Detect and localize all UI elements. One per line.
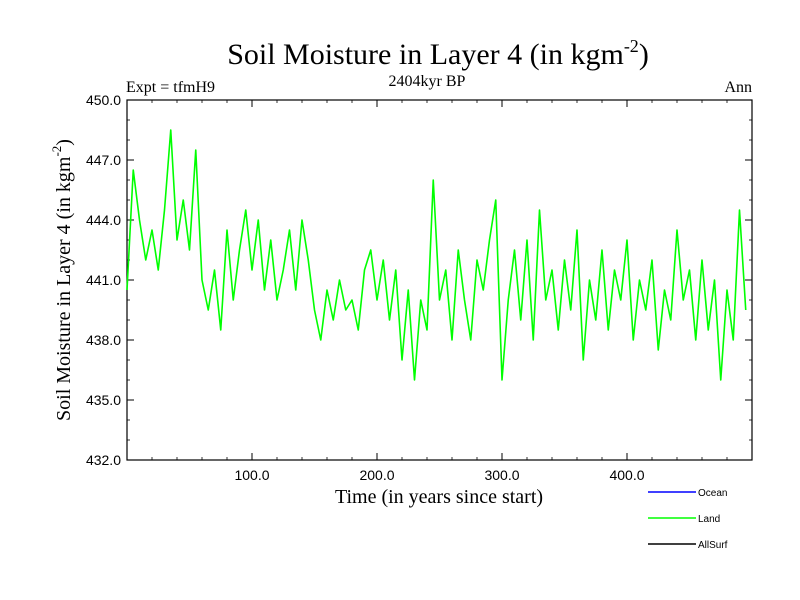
period-label: 2404kyr BP: [389, 73, 466, 90]
legend-label-land: Land: [698, 514, 720, 525]
y-tick-label: 435.0: [86, 392, 121, 408]
y-tick-label: 432.0: [86, 452, 121, 468]
x-axis: 100.0 200.0 300.0 400.0: [151, 100, 728, 483]
experiment-label: Expt = tfmH9: [126, 79, 215, 96]
y-tick-label: 450.0: [86, 92, 121, 108]
legend-label-ocean: Ocean: [698, 488, 727, 499]
legend-label-allsurf: AllSurf: [698, 540, 728, 551]
x-tick-label: 200.0: [359, 467, 394, 483]
y-tick-label: 447.0: [86, 152, 121, 168]
x-tick-label: 400.0: [609, 467, 644, 483]
y-axis: 432.0 435.0 438.0 441.0 444.0 447.0 450.0: [86, 92, 752, 468]
y-axis-label: Soil Moisture in Layer 4 (in kgm-2): [49, 139, 75, 421]
series-line-land: [126, 129, 747, 381]
x-tick-label: 100.0: [234, 467, 269, 483]
chart-title: Soil Moisture in Layer 4 (in kgm-2): [227, 36, 649, 71]
y-tick-label: 438.0: [86, 332, 121, 348]
legend: Ocean Land AllSurf: [648, 488, 728, 551]
x-tick-label: 300.0: [484, 467, 519, 483]
x-axis-label: Time (in years since start): [335, 486, 543, 508]
chart-title-superscript: -2: [624, 36, 639, 56]
season-label: Ann: [724, 79, 752, 96]
series-group: [126, 129, 747, 381]
plot-frame: [126, 99, 753, 461]
y-tick-label: 441.0: [86, 272, 121, 288]
y-axis-label-superscript: -2: [49, 146, 64, 157]
y-tick-label: 444.0: [86, 212, 121, 228]
